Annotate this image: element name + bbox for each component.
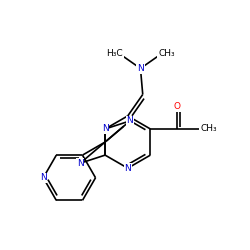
Text: N: N [137,64,144,73]
Text: N: N [124,164,131,173]
Text: O: O [173,102,180,111]
Text: N: N [77,159,84,168]
Text: H₃C: H₃C [106,49,123,58]
Text: CH₃: CH₃ [158,49,175,58]
Text: N: N [40,173,47,182]
Text: CH₃: CH₃ [200,124,217,134]
Text: N: N [102,124,108,134]
Text: N: N [126,116,133,126]
